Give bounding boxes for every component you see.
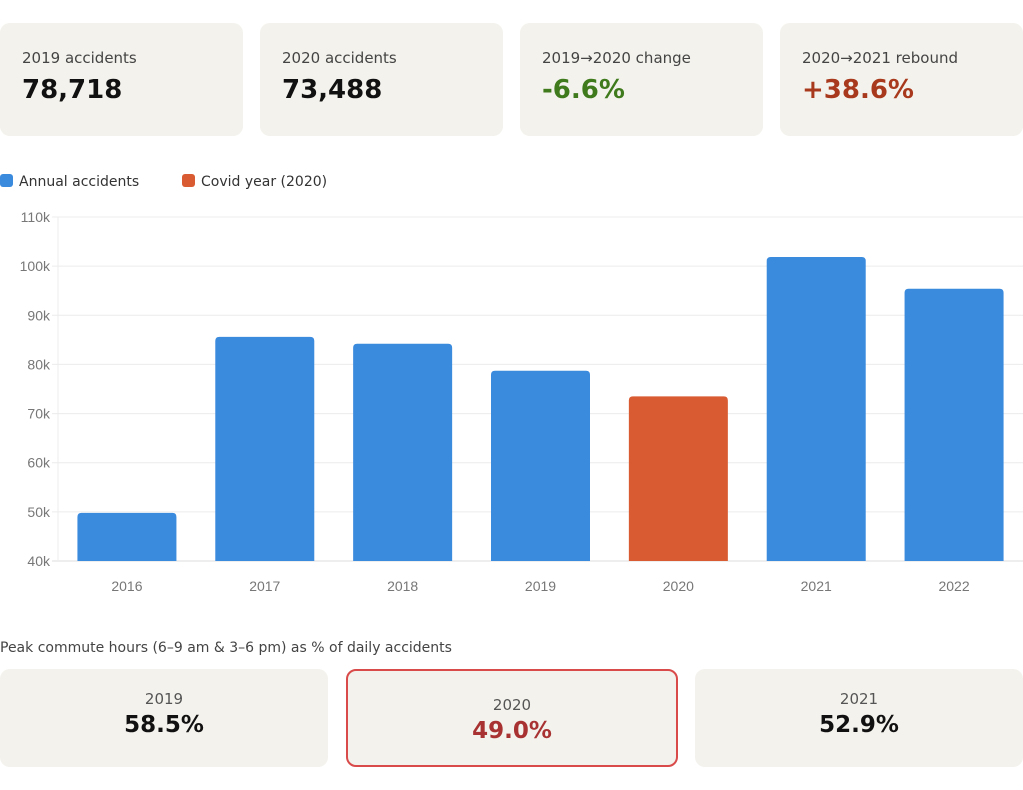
- x-tick-label: 2019: [525, 578, 556, 594]
- x-tick-label: 2021: [801, 578, 832, 594]
- bar-chart: 40k 50k 60k 70k 80k 90k 100k 110k 2016 2017 2018 20…: [20, 209, 1023, 594]
- y-tick-label: 80k: [27, 356, 51, 372]
- bar-2017: [215, 336, 315, 561]
- y-tick-label: 40k: [27, 553, 51, 569]
- peak-year: 2021: [839, 690, 879, 708]
- peak-year: 2020: [492, 696, 532, 714]
- kpi-card-change: 2019→2020 change -6.6%: [520, 23, 763, 136]
- peak-caption: Peak commute hours (6–9 am & 3–6 pm) as …: [0, 640, 452, 656]
- legend-swatch-annual: [0, 174, 13, 187]
- kpi-row: 2019 accidents 78,718 2020 accidents 73,…: [0, 23, 1023, 136]
- kpi-label: 2020 accidents: [282, 49, 397, 67]
- x-tick-label: 2017: [249, 578, 280, 594]
- legend-item-annual[interactable]: Annual accidents: [0, 174, 139, 190]
- kpi-card-rebound: 2020→2021 rebound +38.6%: [780, 23, 1023, 136]
- y-tick-label: 90k: [27, 307, 51, 323]
- y-tick-label: 110k: [21, 209, 51, 225]
- bar-2022: [904, 288, 1004, 561]
- peak-value: 52.9%: [819, 712, 899, 738]
- x-tick-label: 2018: [387, 578, 418, 594]
- y-tick-label: 70k: [27, 406, 51, 422]
- x-tick-label: 2020: [663, 578, 694, 594]
- x-tick-label: 2016: [111, 578, 142, 594]
- peak-card-2021: 2021 52.9%: [695, 669, 1023, 767]
- legend-label: Covid year (2020): [201, 174, 328, 190]
- kpi-label: 2020→2021 rebound: [802, 49, 958, 67]
- peak-card-2019: 2019 58.5%: [0, 669, 328, 767]
- legend-swatch-covid: [182, 174, 195, 187]
- kpi-value: +38.6%: [802, 75, 914, 105]
- kpi-label: 2019→2020 change: [542, 49, 691, 67]
- y-tick-label: 50k: [27, 504, 51, 520]
- legend-label: Annual accidents: [19, 174, 140, 190]
- peak-value: 58.5%: [124, 712, 204, 738]
- peak-card-2020: 2020 49.0%: [346, 669, 678, 767]
- kpi-card-2020-accidents: 2020 accidents 73,488: [260, 23, 503, 136]
- kpi-value: -6.6%: [542, 75, 625, 105]
- kpi-card-2019-accidents: 2019 accidents 78,718: [0, 23, 243, 136]
- bar-2018: [353, 343, 453, 561]
- bar-2016: [77, 512, 177, 561]
- y-tick-label: 60k: [27, 455, 51, 471]
- bar-2020: [628, 396, 728, 561]
- bar-2019: [491, 370, 590, 561]
- peak-year: 2019: [144, 690, 184, 708]
- bar-2021: [766, 257, 866, 561]
- y-tick-label: 100k: [20, 258, 51, 274]
- kpi-label: 2019 accidents: [22, 49, 137, 67]
- kpi-value: 78,718: [22, 75, 123, 105]
- peak-value: 49.0%: [472, 718, 552, 744]
- legend-item-covid[interactable]: Covid year (2020): [182, 174, 327, 190]
- kpi-value: 73,488: [282, 75, 383, 105]
- x-tick-label: 2022: [938, 578, 969, 594]
